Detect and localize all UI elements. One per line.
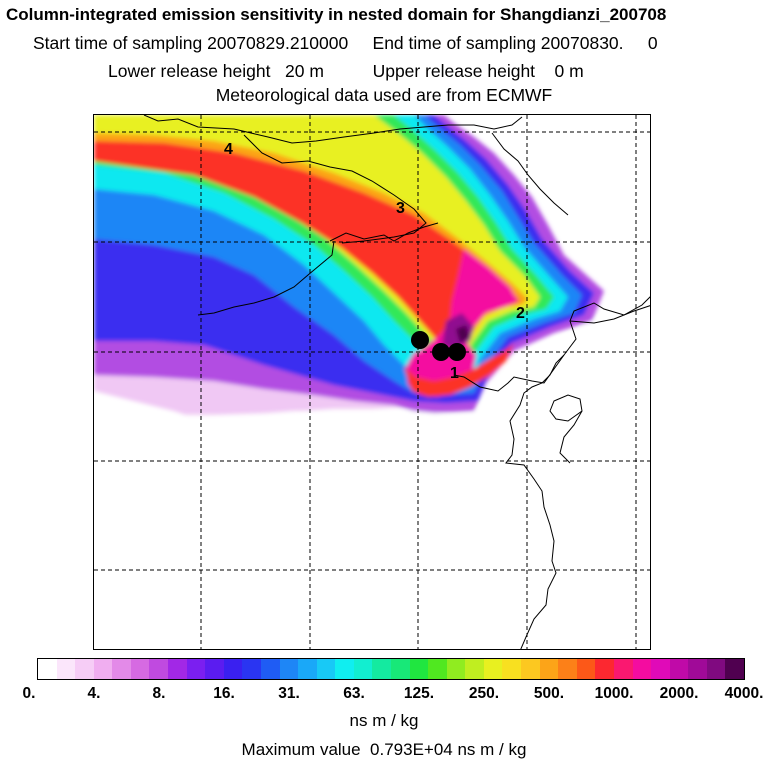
colorbar-cell [651, 659, 670, 679]
sampling-time-line: Start time of sampling 20070829.210000 E… [33, 33, 658, 53]
plot-title: Column-integrated emission sensitivity i… [6, 5, 667, 24]
colorbar-tick-label: 125. [403, 685, 435, 702]
hour-label-3: 3 [396, 200, 405, 217]
colorbar-cell [316, 659, 336, 679]
colorbar-cell [632, 659, 652, 679]
map-canvas: 1 2 3 4 [94, 115, 650, 649]
colorbar-cell [613, 659, 633, 679]
colorbar-cell [38, 659, 57, 679]
sensitivity-field [94, 115, 650, 649]
colorbar-cell [279, 659, 299, 679]
colorbar-units: ns m / kg [349, 711, 419, 730]
colorbar-cell [149, 659, 169, 679]
colorbar-tick-label: 8. [152, 685, 166, 702]
coast-east-d [569, 305, 650, 324]
latlon-grid [94, 115, 650, 649]
colorbar-cell [372, 659, 391, 679]
coast-east-b [505, 354, 565, 649]
colorbar-tick-label: 4. [87, 685, 101, 702]
colorbar-cell [56, 659, 76, 679]
border-a [329, 222, 439, 242]
field-red [94, 141, 520, 359]
border-b [197, 240, 335, 316]
colorbar [37, 658, 745, 680]
field-south-blank [94, 295, 650, 649]
colorbar-tick-label: 31. [278, 685, 300, 702]
colorbar-cell [186, 659, 206, 679]
colorbar-cell [428, 659, 447, 679]
emission-sensitivity-map: 1 2 3 4 [93, 114, 651, 650]
colorbar-cell [558, 659, 577, 679]
colorbar-cell [465, 659, 484, 679]
colorbar-tick-label: 16. [213, 685, 235, 702]
colorbar-tick-label: 1000. [594, 685, 634, 702]
colorbar-cell [502, 659, 522, 679]
hour-label-4: 4 [224, 141, 233, 158]
colorbar-tick-label: 0. [22, 685, 36, 702]
colorbar-tick-label: 63. [343, 685, 365, 702]
colorbar-cell [353, 659, 373, 679]
colorbar-cell [539, 659, 559, 679]
release-height-line: Lower release height 20 m Upper release … [108, 61, 584, 81]
colorbar-cell [112, 659, 131, 679]
colorbar-cell [576, 659, 596, 679]
max-value-text: Maximum value 0.793E+04 ns m / kg [241, 740, 527, 759]
colorbar-cell [688, 659, 707, 679]
colorbar-tick-label: 4000. [724, 685, 764, 702]
colorbar-cell [298, 659, 317, 679]
release-marker [411, 331, 429, 349]
colorbar-cell [706, 659, 726, 679]
colorbar-tick-label: 2000. [659, 685, 699, 702]
colorbar-cell [390, 659, 410, 679]
colorbar-cell [409, 659, 429, 679]
release-marker [448, 343, 466, 361]
release-marker [432, 343, 450, 361]
colorbar-tick-label: 500. [533, 685, 565, 702]
colorbar-cell [335, 659, 354, 679]
coast-north [143, 115, 523, 144]
colorbar-cell [260, 659, 280, 679]
hour-label-1: 1 [450, 365, 459, 382]
colorbar-cell [669, 659, 689, 679]
colorbar-cell [242, 659, 261, 679]
coast-east-c [549, 394, 583, 422]
met-data-line: Meteorological data used are from ECMWF [215, 85, 553, 105]
coastlines [143, 115, 650, 649]
colorbar-cell [168, 659, 187, 679]
hour-label-2: 2 [516, 305, 525, 322]
colorbar-cell [483, 659, 503, 679]
colorbar-tick-label: 250. [468, 685, 500, 702]
coast-northeast [491, 132, 569, 216]
colorbar-cell [75, 659, 94, 679]
colorbar-cell [205, 659, 224, 679]
colorbar-cell [223, 659, 243, 679]
colorbar-cell [595, 659, 614, 679]
colorbar-cell [725, 659, 744, 679]
colorbar-cell [521, 659, 540, 679]
field-core-dark [456, 325, 470, 343]
coast-east-e [559, 410, 583, 464]
colorbar-cell [130, 659, 150, 679]
field-tail [404, 343, 514, 397]
colorbar-cell [446, 659, 466, 679]
colorbar-cell [93, 659, 113, 679]
coast-inland-a [243, 134, 427, 244]
release-markers [411, 331, 466, 361]
